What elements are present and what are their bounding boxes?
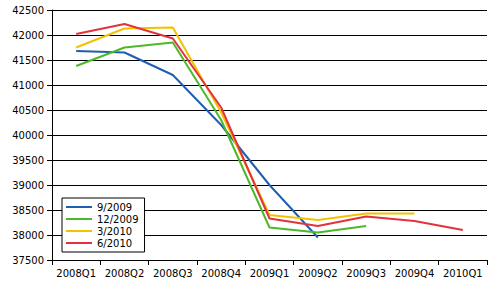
svg-text:38000: 38000 (12, 230, 44, 241)
svg-text:42000: 42000 (12, 30, 44, 41)
svg-text:9/2009: 9/2009 (97, 202, 132, 213)
svg-text:40500: 40500 (12, 105, 44, 116)
svg-text:42500: 42500 (12, 5, 44, 16)
svg-text:2008Q2: 2008Q2 (105, 268, 145, 279)
svg-text:2009Q4: 2009Q4 (395, 268, 435, 279)
svg-text:2009Q2: 2009Q2 (298, 268, 338, 279)
svg-text:3/2010: 3/2010 (97, 226, 132, 237)
svg-text:40000: 40000 (12, 130, 44, 141)
svg-text:39500: 39500 (12, 155, 44, 166)
svg-text:37500: 37500 (12, 255, 44, 266)
svg-text:2010Q1: 2010Q1 (443, 268, 483, 279)
svg-text:2008Q1: 2008Q1 (56, 268, 96, 279)
svg-text:2008Q3: 2008Q3 (153, 268, 193, 279)
svg-text:39000: 39000 (12, 180, 44, 191)
svg-text:41000: 41000 (12, 80, 44, 91)
svg-text:2009Q3: 2009Q3 (346, 268, 386, 279)
svg-text:6/2010: 6/2010 (97, 238, 132, 249)
svg-text:12/2009: 12/2009 (97, 214, 139, 225)
svg-text:41500: 41500 (12, 55, 44, 66)
svg-text:2008Q4: 2008Q4 (201, 268, 241, 279)
svg-text:2009Q1: 2009Q1 (250, 268, 290, 279)
svg-text:38500: 38500 (12, 205, 44, 216)
